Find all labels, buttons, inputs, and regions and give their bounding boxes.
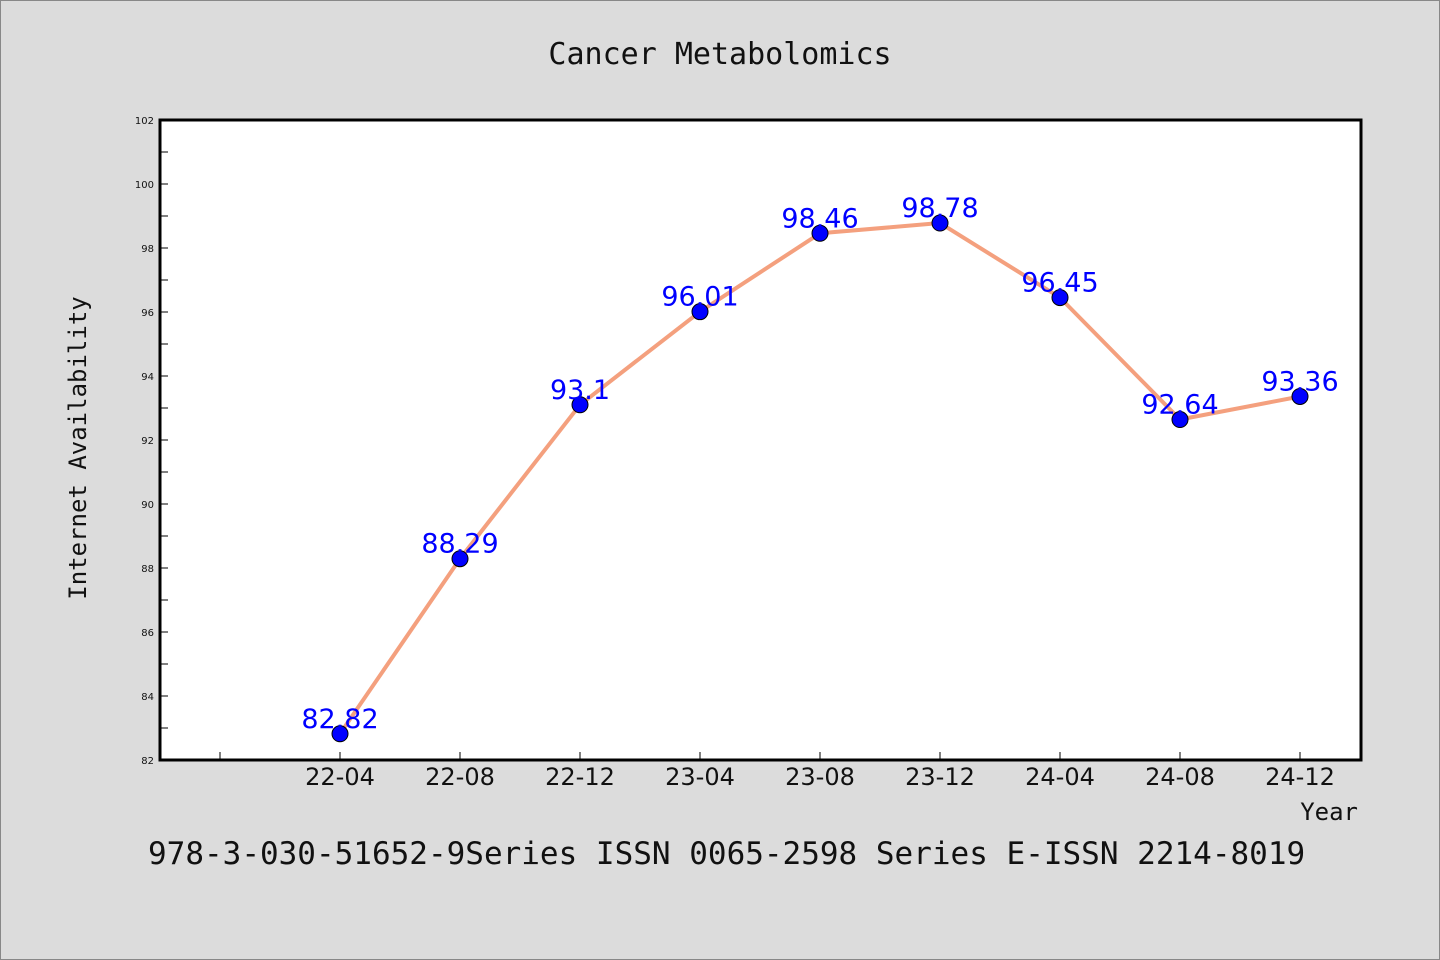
data-label: 93.36 bbox=[1261, 366, 1338, 397]
x-tick-label: 22-12 bbox=[545, 763, 615, 791]
x-tick-label: 22-08 bbox=[425, 763, 495, 791]
y-tick-label: 90 bbox=[141, 500, 154, 511]
x-tick-label: 24-08 bbox=[1145, 763, 1215, 791]
data-label: 96.45 bbox=[1021, 268, 1098, 299]
data-label: 96.01 bbox=[661, 282, 738, 313]
x-tick-label: 24-12 bbox=[1265, 763, 1335, 791]
y-tick-label: 82 bbox=[141, 756, 154, 767]
data-points bbox=[331, 214, 1309, 743]
data-label: 98.46 bbox=[781, 203, 858, 234]
data-label: 98.78 bbox=[901, 193, 978, 224]
x-tick-label: 23-12 bbox=[905, 763, 975, 791]
data-point bbox=[571, 396, 589, 414]
data-point bbox=[1051, 289, 1069, 307]
data-point bbox=[1291, 387, 1309, 405]
data-label: 93.1 bbox=[550, 375, 610, 406]
x-tick-label: 24-04 bbox=[1025, 763, 1095, 791]
x-tick-label: 23-04 bbox=[665, 763, 735, 791]
footer-text: 978-3-030-51652-9Series ISSN 0065-2598 S… bbox=[148, 836, 1305, 872]
data-label: 82.82 bbox=[301, 704, 378, 735]
y-tick-label: 84 bbox=[141, 692, 154, 703]
data-point bbox=[451, 550, 469, 568]
data-label: 92.64 bbox=[1141, 390, 1218, 421]
y-tick-label: 102 bbox=[135, 116, 154, 127]
chart-title: Cancer Metabolomics bbox=[548, 37, 891, 72]
data-point bbox=[811, 224, 829, 242]
y-tick-label: 100 bbox=[135, 180, 154, 191]
y-axis: 82 84 86 88 90 92 94 96 98 100 102 bbox=[135, 116, 168, 767]
data-label: 88.29 bbox=[421, 529, 498, 560]
x-tick-label: 23-08 bbox=[785, 763, 855, 791]
y-tick-label: 96 bbox=[141, 308, 154, 319]
y-tick-label: 88 bbox=[141, 564, 154, 575]
data-point bbox=[331, 725, 349, 743]
y-tick-label: 98 bbox=[141, 244, 154, 255]
x-tick-label: 22-04 bbox=[305, 763, 375, 791]
y-tick-label: 86 bbox=[141, 628, 154, 639]
y-axis-label: Internet Availability bbox=[64, 296, 92, 599]
data-point bbox=[691, 303, 709, 321]
plot-area bbox=[158, 118, 1363, 762]
y-tick-label: 92 bbox=[141, 436, 154, 447]
data-point bbox=[1171, 411, 1189, 429]
y-tick-label: 94 bbox=[141, 372, 154, 383]
data-labels: 82.82 88.29 93.1 96.01 98.46 98.78 96.45 92.64 9… bbox=[301, 193, 1338, 735]
x-axis: 22-04 22-08 22-12 23-04 23-08 23-12 24-04 24-08… bbox=[219, 752, 1335, 791]
x-axis-label: Year bbox=[1300, 798, 1358, 826]
data-point bbox=[931, 214, 949, 232]
